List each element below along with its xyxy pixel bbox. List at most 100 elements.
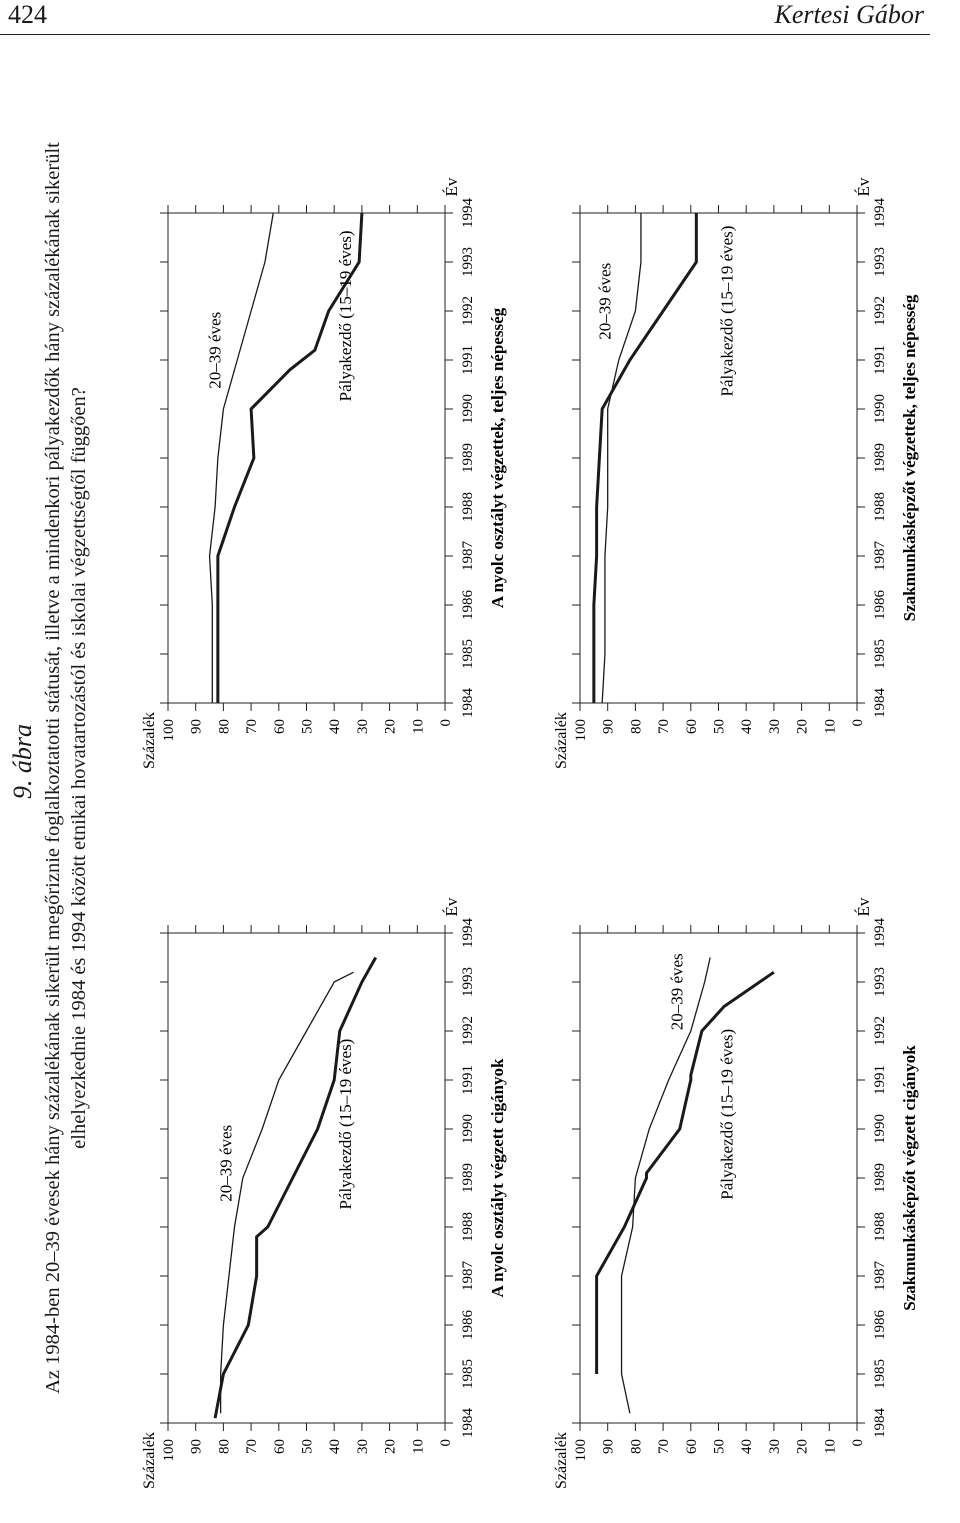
y-tick-label: 40 [327,719,343,734]
y-tick-label: 60 [272,1439,288,1454]
y-tick-label: 60 [684,719,700,734]
page-number: 424 [8,0,47,29]
x-tick-label: 1990 [460,1114,476,1144]
x-tick-label: 1991 [872,1065,888,1095]
y-tick-label: 70 [244,1439,260,1454]
x-tick-label: 1989 [460,443,476,473]
x-tick-label: 1985 [872,1359,888,1389]
y-tick-label: 30 [355,1439,371,1454]
x-tick-label: 1991 [460,345,476,375]
y-tick-label: 90 [189,1439,205,1454]
x-tick-label: 1985 [460,639,476,669]
series-label: 20–39 éves [217,1125,236,1202]
x-tick-label: 1986 [460,1310,476,1341]
x-tick-label: 1988 [872,1212,888,1242]
x-tick-label: 1987 [460,541,476,572]
x-axis-label: Év [854,897,873,916]
y-tick-label: 0 [850,1439,866,1447]
y-tick-label: 0 [850,719,866,727]
x-tick-label: 1986 [460,590,476,621]
y-tick-label: 10 [410,719,426,734]
y-tick-label: 50 [300,719,316,734]
y-tick-label: 30 [355,719,371,734]
x-tick-label: 1989 [872,443,888,473]
x-tick-label: 1994 [460,918,476,949]
chart-title: A nyolc osztályt végzett cigányok [488,1058,507,1297]
y-tick-label: 20 [795,1439,811,1454]
y-tick-label: 10 [822,719,838,734]
y-tick-label: 100 [161,719,177,742]
plot-frame [167,932,446,1424]
caption-line-2: elhelyezkednie 1984 és 1994 között etnik… [68,387,90,1149]
x-tick-label: 1994 [460,198,476,229]
x-tick-label: 1989 [872,1163,888,1193]
series-label: Pályakezdő (15–19 éves) [717,226,736,397]
x-tick-label: 1992 [460,296,476,326]
series-label: 20–39 éves [595,263,614,340]
x-tick-label: 1993 [460,967,476,997]
x-tick-label: 1990 [872,394,888,424]
x-tick-label: 1990 [460,394,476,424]
y-tick-label: 60 [684,1439,700,1454]
x-tick-label: 1994 [872,918,888,949]
x-tick-label: 1986 [872,590,888,621]
y-tick-label: 90 [601,1439,617,1454]
x-tick-label: 1993 [872,247,888,277]
x-tick-label: 1987 [872,1261,888,1292]
x-axis-label: Év [442,177,461,196]
x-tick-label: 1984 [460,688,476,719]
x-tick-label: 1985 [872,639,888,669]
y-tick-label: 50 [712,719,728,734]
plot-frame [167,212,446,704]
chart-title: A nyolc osztályt végzettek, teljes népes… [488,307,507,608]
x-tick-label: 1994 [872,198,888,229]
y-tick-label: 20 [795,719,811,734]
y-tick-label: 50 [300,1439,316,1454]
series-line-20-39 [601,213,642,704]
x-tick-label: 1990 [872,1114,888,1144]
y-tick-label: 10 [410,1439,426,1454]
y-axis-label: Százalék [553,1432,570,1489]
header-rule [0,34,930,35]
x-axis-label: Év [854,177,873,196]
y-tick-label: 70 [244,719,260,734]
figure-label: 9. ábra [8,723,37,800]
y-tick-label: 80 [216,1439,232,1454]
y-axis-label: Százalék [141,1432,158,1489]
y-tick-label: 0 [438,1439,454,1447]
x-tick-label: 1991 [460,1065,476,1095]
series-line-palyakezdo [216,212,364,703]
y-tick-label: 20 [383,719,399,734]
series-line-20-39 [219,971,354,1414]
series-label: Pályakezdő (15–19 éves) [336,1039,355,1210]
y-tick-label: 80 [628,719,644,734]
x-tick-label: 1984 [460,1408,476,1439]
caption-line-1: Az 1984-ben 20–39 évesek hány százalékán… [42,142,64,1394]
series-line-palyakezdo [213,956,378,1419]
x-tick-label: 1993 [872,967,888,997]
x-tick-label: 1984 [872,688,888,719]
chart-total-eight-grades: Százalék 0 10 20 30 40 50 60 70 80 90 100 1984 1985 19… [141,177,507,769]
series-label: Pályakezdő (15–19 éves) [717,1029,736,1200]
x-tick-label: 1991 [872,345,888,375]
x-tick-label: 1992 [872,296,888,326]
y-tick-label: 40 [327,1439,343,1454]
y-tick-label: 70 [656,719,672,734]
figure-caption: Az 1984-ben 20–39 évesek hány százalékán… [40,33,92,1503]
x-tick-label: 1987 [460,1261,476,1292]
y-tick-label: 60 [272,719,288,734]
x-axis-label: Év [442,897,461,916]
chart-roma-eight-grades: Százalék 0 10 20 30 40 50 60 70 80 90 100 1984 1985 19… [141,897,507,1489]
y-axis-label: Százalék [553,712,570,769]
x-tick-label: 1988 [872,492,888,522]
y-tick-label: 90 [601,719,617,734]
running-head: Kertesi Gábor [774,0,925,29]
y-tick-label: 90 [189,719,205,734]
chart-title: Szakmunkásképzőt végzett cigányok [900,1045,919,1311]
x-tick-label: 1986 [872,1310,888,1341]
chart-total-vocational: Százalék 0 10 20 30 40 50 60 70 80 90 100 1984 1985 19… [553,177,919,769]
chart-title: Szakmunkásképzőt végzettek, teljes népes… [900,294,919,621]
y-tick-label: 100 [573,719,589,742]
x-tick-label: 1988 [460,1212,476,1242]
